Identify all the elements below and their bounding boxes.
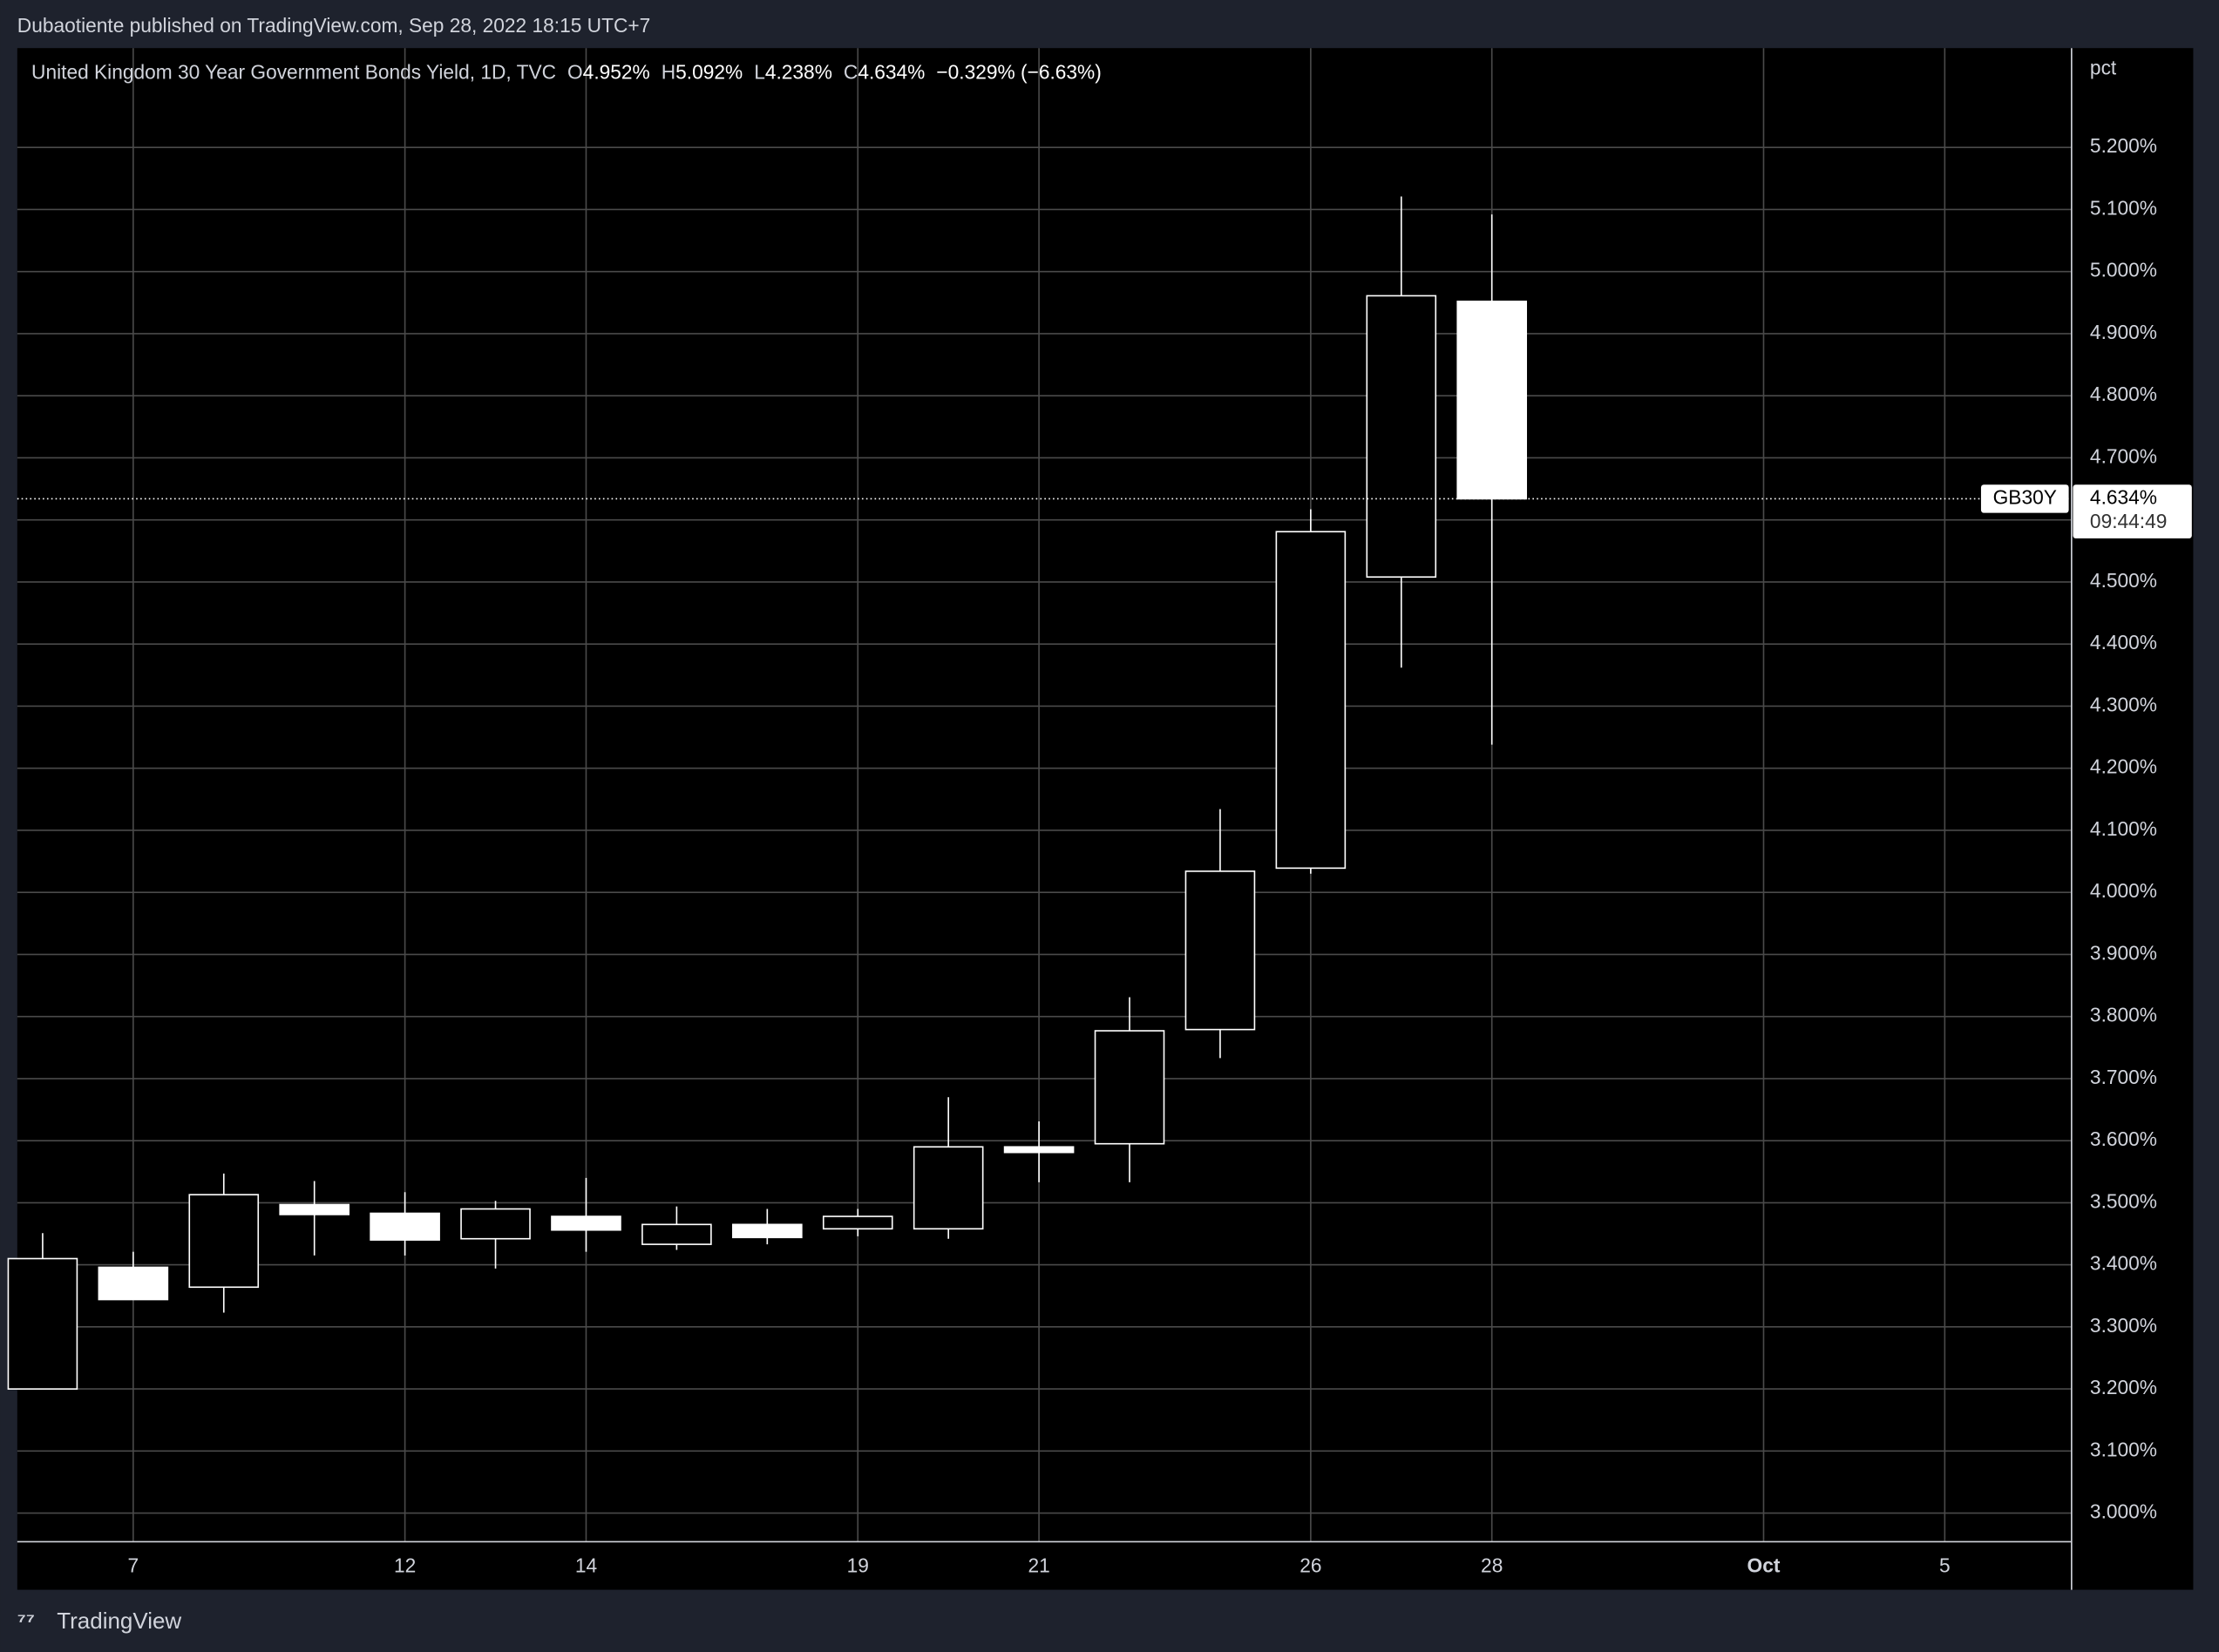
x-tick-label: Oct	[1747, 1554, 1781, 1577]
candle-body	[98, 1266, 169, 1301]
countdown: 09:44:49	[2090, 510, 2167, 532]
legend-title: United Kingdom 30 Year Government Bonds …	[31, 60, 556, 83]
x-tick-label: 28	[1481, 1554, 1503, 1577]
candle-body	[1366, 295, 1437, 579]
legend-key: L	[754, 60, 765, 83]
y-tick-label: 3.300%	[2090, 1314, 2157, 1337]
candle-body	[279, 1203, 349, 1215]
y-tick-label: 3.600%	[2090, 1127, 2157, 1150]
y-axis-label: pct	[2090, 57, 2117, 79]
x-tick-label: 21	[1028, 1554, 1049, 1577]
candle-body	[460, 1208, 531, 1240]
y-tick-label: 3.100%	[2090, 1438, 2157, 1460]
symbol-label: GB30Y	[1993, 485, 2057, 508]
candle-body	[1003, 1146, 1075, 1154]
y-tick-label: 5.000%	[2090, 259, 2157, 281]
x-tick-label: 12	[394, 1554, 416, 1577]
y-tick-label: 4.800%	[2090, 383, 2157, 405]
y-tick-label: 3.900%	[2090, 941, 2157, 964]
candle-body	[641, 1223, 712, 1245]
legend-key: C	[844, 60, 858, 83]
candle-body	[732, 1223, 803, 1239]
candle-body	[551, 1215, 621, 1231]
candle-body	[370, 1212, 440, 1241]
x-tick-label: 14	[575, 1554, 597, 1577]
y-tick-label: 5.200%	[2090, 134, 2157, 157]
y-tick-label: 4.100%	[2090, 817, 2157, 840]
y-tick-label: 3.800%	[2090, 1004, 2157, 1026]
legend-value: 4.238%	[765, 60, 832, 83]
x-tick-label: 19	[847, 1554, 869, 1577]
legend-value: 4.634%	[858, 60, 925, 83]
x-tick-label: 7	[128, 1554, 139, 1577]
legend-value: 4.952%	[583, 60, 650, 83]
y-tick-label: 4.200%	[2090, 755, 2157, 778]
grid	[17, 48, 2072, 1542]
brand: TradingView	[57, 1608, 181, 1634]
candle-body	[1275, 531, 1347, 870]
y-tick-label: 4.000%	[2090, 879, 2157, 902]
legend-value: 5.092%	[675, 60, 743, 83]
candle-body	[1184, 870, 1256, 1031]
y-tick-label: 3.200%	[2090, 1376, 2157, 1398]
y-tick-label: 3.000%	[2090, 1500, 2157, 1523]
candle-body	[1094, 1030, 1165, 1145]
y-tick-label: 5.100%	[2090, 196, 2157, 219]
x-tick-label: 5	[1939, 1554, 1951, 1577]
price-tag	[2073, 484, 2192, 538]
x-tick-label: 26	[1300, 1554, 1321, 1577]
y-tick-label: 4.400%	[2090, 631, 2157, 653]
legend-change: −0.329% (−6.63%)	[936, 60, 1101, 83]
legend: United Kingdom 30 Year Government Bonds …	[31, 60, 1102, 83]
legend-key: O	[567, 60, 583, 83]
y-tick-label: 3.700%	[2090, 1066, 2157, 1088]
y-tick-label: 4.700%	[2090, 444, 2157, 467]
candle-body	[822, 1215, 893, 1230]
y-tick-label: 4.500%	[2090, 569, 2157, 592]
symbol-tag	[1980, 484, 2069, 513]
y-tick-label: 4.300%	[2090, 693, 2157, 715]
publisher: Dubaotiente published on TradingView.com…	[17, 14, 650, 37]
candle-body	[7, 1257, 78, 1390]
y-tick-label: 3.400%	[2090, 1252, 2157, 1275]
candles	[7, 196, 2072, 1390]
y-tick-label: 4.900%	[2090, 321, 2157, 343]
legend-key: H	[662, 60, 675, 83]
candle-body	[1456, 301, 1528, 500]
candle-body	[913, 1146, 984, 1230]
candle-body	[188, 1194, 260, 1289]
y-tick-label: 3.500%	[2090, 1189, 2157, 1212]
last-price-label: 4.634%	[2090, 485, 2157, 508]
brand-logo: ⁷⁷	[17, 1609, 35, 1633]
chart-area	[17, 48, 2194, 1590]
